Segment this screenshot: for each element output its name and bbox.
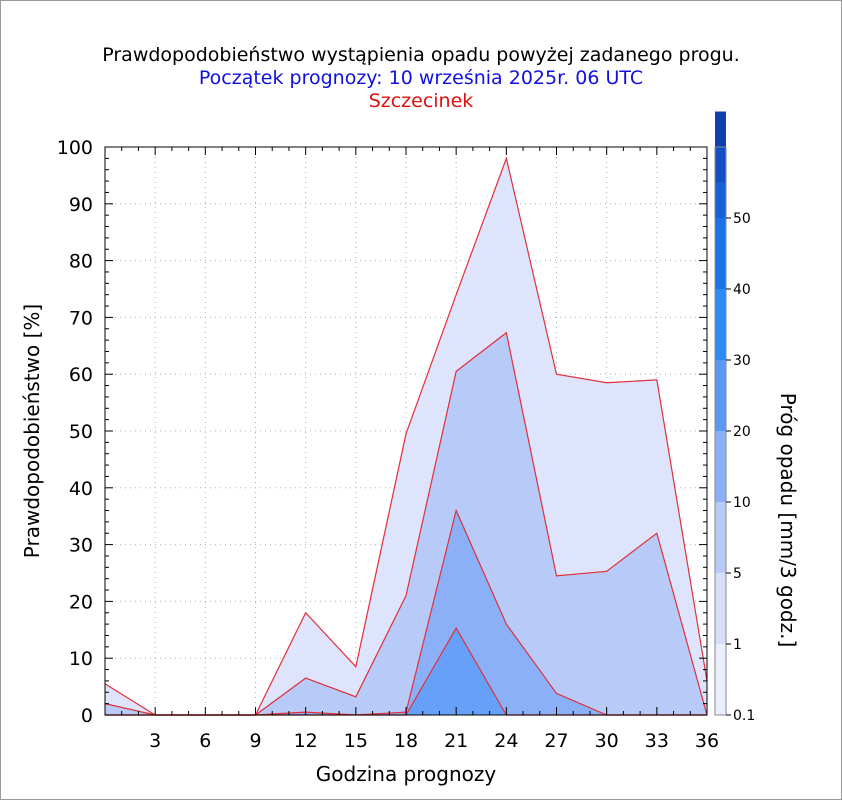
x-tick-label: 36 <box>695 730 719 752</box>
x-tick-label: 18 <box>394 730 418 752</box>
y-tick-label: 80 <box>69 251 93 273</box>
chart-title: Prawdopodobieństwo wystąpienia opadu pow… <box>102 44 740 66</box>
x-tick-label: 33 <box>645 730 669 752</box>
y-tick-labels: 0 10 20 30 40 50 60 70 80 90 100 <box>57 137 93 727</box>
colorbar-tick-label: 5 <box>733 566 742 582</box>
y-tick-label: 40 <box>69 478 93 500</box>
colorbar-tick-label: 0.1 <box>733 708 755 724</box>
colorbar-segment <box>715 111 726 147</box>
x-tick-label: 3 <box>149 730 161 752</box>
colorbar-segment <box>715 289 726 360</box>
colorbar-tick-label: 40 <box>733 282 751 298</box>
y-tick-label: 10 <box>69 648 93 670</box>
colorbar-segment <box>715 182 726 218</box>
x-tick-labels: 3 6 9 12 15 18 21 24 27 30 33 36 <box>149 730 719 752</box>
series-area-1 <box>105 332 707 715</box>
colorbar-label: Próg opadu [mm/3 godz.] <box>776 393 800 648</box>
colorbar-tick-label: 20 <box>733 424 751 440</box>
x-tick-label: 9 <box>249 730 261 752</box>
x-tick-label: 15 <box>344 730 368 752</box>
colorbar-tick-label: 30 <box>733 353 751 369</box>
colorbar-tick-label: 10 <box>733 495 751 511</box>
colorbar-segment <box>715 218 726 289</box>
y-axis-label: Prawdopodobieństwo [%] <box>20 304 44 558</box>
y-tick-label: 70 <box>69 307 93 329</box>
colorbar-tick-label: 1 <box>733 637 742 653</box>
colorbar-segment <box>715 573 726 644</box>
x-tick-label: 12 <box>294 730 318 752</box>
colorbar-segment <box>715 502 726 573</box>
y-tick-label: 50 <box>69 421 93 443</box>
colorbar-segment <box>715 431 726 502</box>
y-tick-label: 100 <box>57 137 93 159</box>
x-tick-label: 30 <box>595 730 619 752</box>
colorbar-segment <box>715 644 726 715</box>
x-tick-label: 21 <box>444 730 468 752</box>
colorbar-tick-label: 50 <box>733 211 751 227</box>
y-tick-label: 0 <box>81 705 93 727</box>
colorbar-segment <box>715 147 726 183</box>
axes <box>104 146 708 716</box>
y-tick-label: 20 <box>69 591 93 613</box>
x-tick-label: 6 <box>199 730 211 752</box>
y-tick-label: 30 <box>69 535 93 557</box>
chart-subtitle: Początek prognozy: 10 września 2025r. 06… <box>198 67 644 89</box>
colorbar-segment <box>715 360 726 431</box>
location-label: Szczecinek <box>368 90 474 112</box>
y-tick-label: 90 <box>69 194 93 216</box>
x-tick-label: 27 <box>544 730 568 752</box>
x-axis-label: Godzina prognozy <box>316 762 497 786</box>
colorbar: 0.1 1 5 10 20 30 40 50 <box>714 111 755 724</box>
x-tick-label: 24 <box>494 730 518 752</box>
y-tick-label: 60 <box>69 364 93 386</box>
